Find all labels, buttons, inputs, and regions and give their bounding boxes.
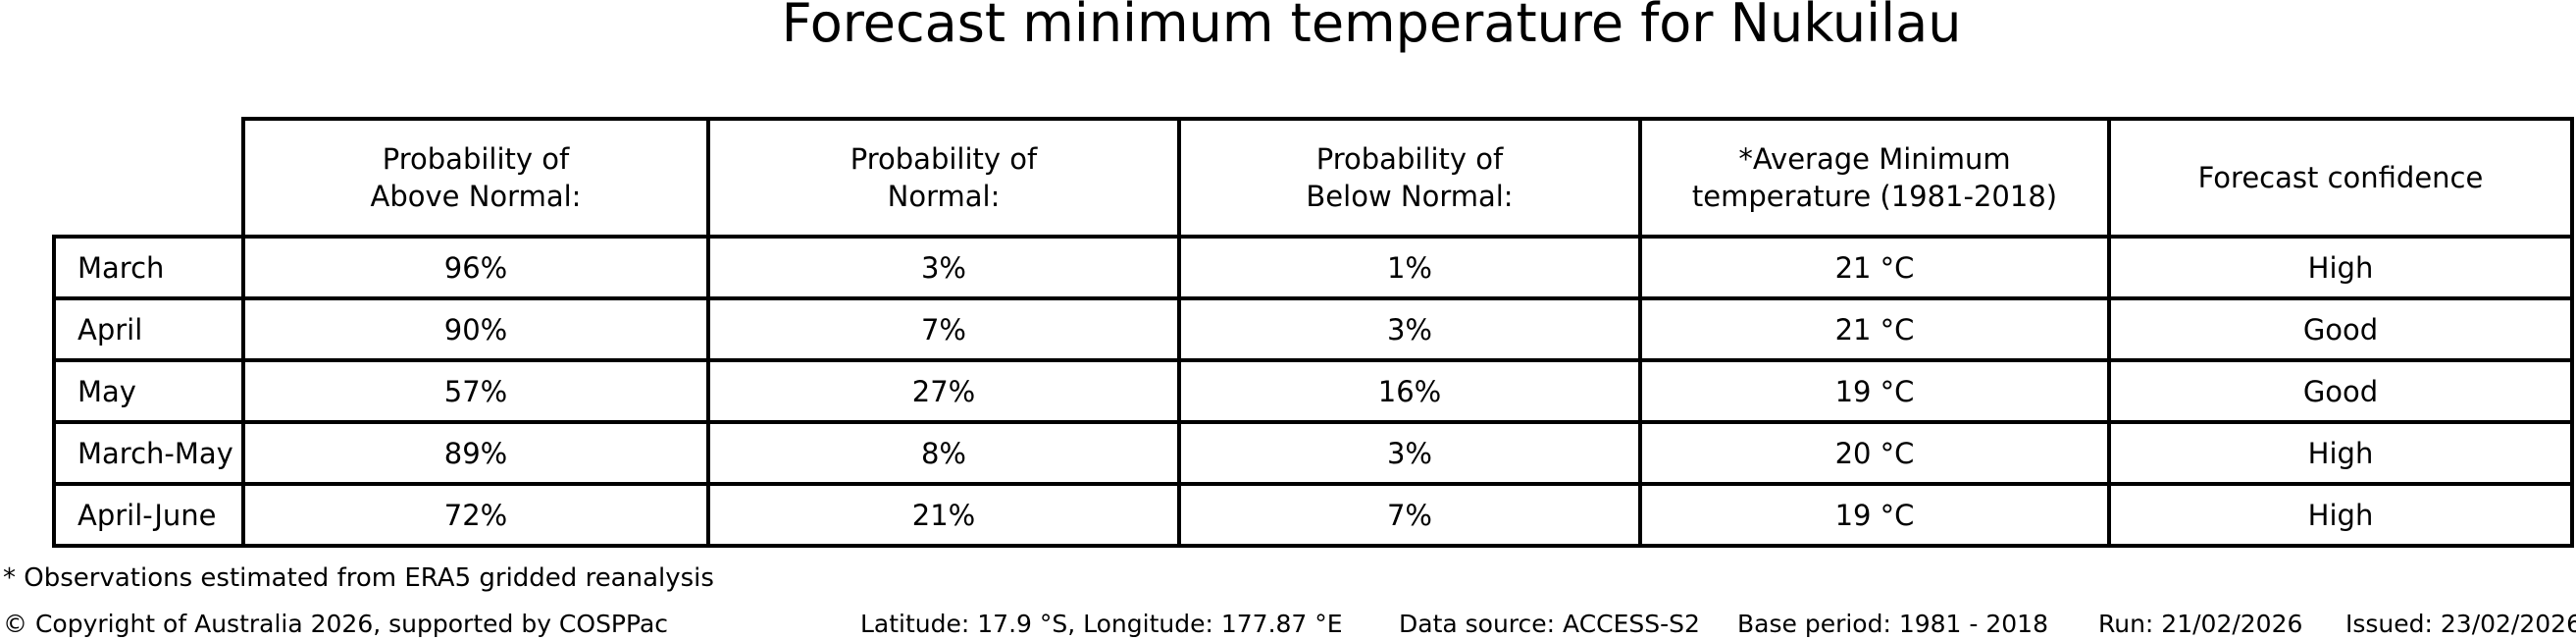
row-header-period: March-May	[52, 420, 245, 486]
cell-below-normal: 3%	[1177, 420, 1642, 486]
column-header-average-minimum: *Average Minimum temperature (1981-2018)	[1638, 117, 2111, 239]
cell-average-minimum: 20 °C	[1638, 420, 2111, 486]
footer-bar: © Copyright of Australia 2026, supported…	[0, 610, 2576, 640]
column-header-below-normal: Probability of Below Normal:	[1177, 117, 1642, 239]
cell-normal: 27%	[706, 358, 1181, 424]
cell-normal: 7%	[706, 296, 1181, 362]
corner-cell	[54, 119, 243, 237]
cell-above-normal: 57%	[241, 358, 710, 424]
table-row-march-may: March-May 89% 8% 3% 20 °C High	[52, 420, 2574, 486]
cell-normal: 21%	[706, 482, 1181, 548]
table-row-march: March 96% 3% 1% 21 °C High	[52, 235, 2574, 300]
cell-average-minimum: 21 °C	[1638, 235, 2111, 300]
row-header-period: May	[52, 358, 245, 424]
cell-forecast-confidence: High	[2107, 235, 2574, 300]
location-text: Latitude: 17.9 °S, Longitude: 177.87 °E	[860, 610, 1343, 638]
row-header-period: March	[52, 235, 245, 300]
cell-forecast-confidence: High	[2107, 482, 2574, 548]
cell-above-normal: 96%	[241, 235, 710, 300]
column-header-forecast-confidence: Forecast confidence	[2107, 117, 2574, 239]
copyright-text: © Copyright of Australia 2026, supported…	[3, 610, 669, 638]
table-row-may: May 57% 27% 16% 19 °C Good	[52, 358, 2574, 424]
cell-below-normal: 1%	[1177, 235, 1642, 300]
cell-forecast-confidence: Good	[2107, 296, 2574, 362]
header-row: Probability of Above Normal: Probability…	[54, 117, 2574, 239]
cell-normal: 8%	[706, 420, 1181, 486]
observations-footnote: * Observations estimated from ERA5 gridd…	[3, 563, 714, 593]
row-header-period: April	[52, 296, 245, 362]
cell-above-normal: 90%	[241, 296, 710, 362]
cell-forecast-confidence: High	[2107, 420, 2574, 486]
cell-below-normal: 7%	[1177, 482, 1642, 548]
run-date-text: Run: 21/02/2026	[2098, 610, 2303, 638]
column-header-above-normal: Probability of Above Normal:	[241, 117, 710, 239]
cell-below-normal: 16%	[1177, 358, 1642, 424]
cell-above-normal: 89%	[241, 420, 710, 486]
row-header-period: April-June	[52, 482, 245, 548]
cell-forecast-confidence: Good	[2107, 358, 2574, 424]
issued-date-text: Issued: 23/02/2026	[2345, 610, 2576, 638]
page-title: Forecast minimum temperature for Nukuila…	[781, 0, 1962, 54]
cell-average-minimum: 21 °C	[1638, 296, 2111, 362]
forecast-table: Probability of Above Normal: Probability…	[52, 117, 2574, 548]
table-row-april: April 90% 7% 3% 21 °C Good	[52, 296, 2574, 362]
cell-above-normal: 72%	[241, 482, 710, 548]
data-source-text: Data source: ACCESS-S2	[1399, 610, 1700, 638]
cell-below-normal: 3%	[1177, 296, 1642, 362]
cell-average-minimum: 19 °C	[1638, 482, 2111, 548]
column-header-normal: Probability of Normal:	[706, 117, 1181, 239]
cell-normal: 3%	[706, 235, 1181, 300]
table-row-april-june: April-June 72% 21% 7% 19 °C High	[52, 482, 2574, 548]
base-period-text: Base period: 1981 - 2018	[1737, 610, 2048, 638]
cell-average-minimum: 19 °C	[1638, 358, 2111, 424]
